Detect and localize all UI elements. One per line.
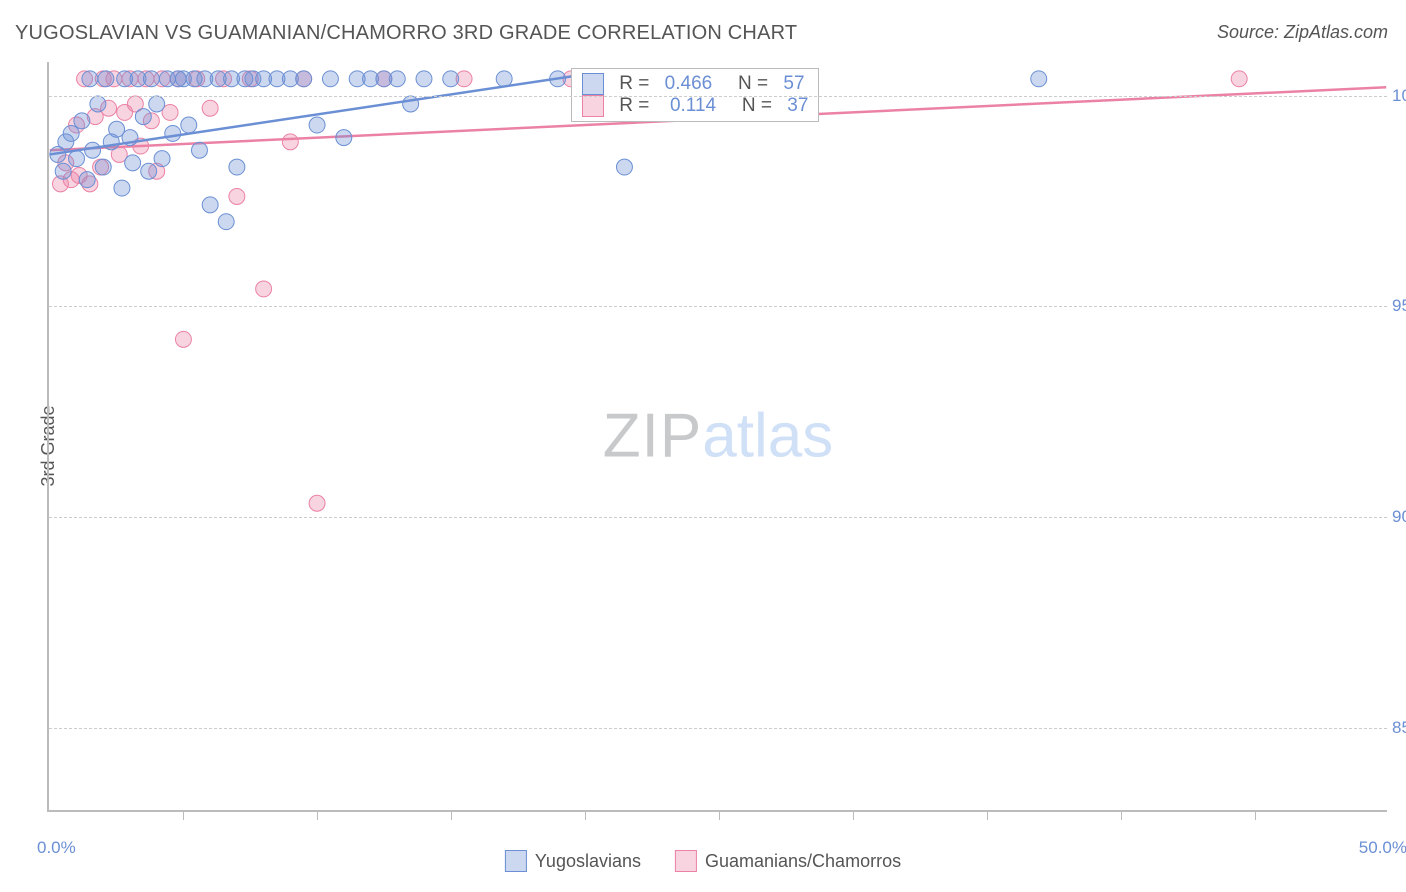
data-point (114, 180, 130, 196)
x-tick (987, 810, 988, 820)
data-point (218, 214, 234, 230)
data-point (135, 109, 151, 125)
data-point (202, 197, 218, 213)
data-point (90, 96, 106, 112)
x-tick (183, 810, 184, 820)
data-point (336, 130, 352, 146)
gridline (49, 96, 1387, 97)
legend-label: Guamanians/Chamorros (705, 851, 901, 872)
series-legend: Yugoslavians Guamanians/Chamorros (505, 850, 901, 872)
x-tick (853, 810, 854, 820)
data-point (85, 142, 101, 158)
data-point (229, 159, 245, 175)
data-point (322, 71, 338, 87)
data-point (125, 155, 141, 171)
x-tick (719, 810, 720, 820)
data-point (191, 142, 207, 158)
gridline (49, 517, 1387, 518)
legend-item: Guamanians/Chamorros (675, 850, 901, 872)
data-point (143, 71, 159, 87)
data-point (63, 125, 79, 141)
chart-title: YUGOSLAVIAN VS GUAMANIAN/CHAMORRO 3RD GR… (15, 22, 797, 45)
y-tick-label: 85.0% (1392, 718, 1406, 738)
legend-swatch (582, 95, 604, 117)
legend-swatch (582, 73, 604, 95)
x-tick (451, 810, 452, 820)
gridline (49, 306, 1387, 307)
correlation-row: R = 0.114 N = 37 (582, 95, 808, 117)
y-tick-label: 95.0% (1392, 296, 1406, 316)
data-point (82, 71, 98, 87)
gridline (49, 728, 1387, 729)
data-point (95, 159, 111, 175)
legend-label: Yugoslavians (535, 851, 641, 872)
data-point (55, 163, 71, 179)
data-point (282, 134, 298, 150)
x-tick (1121, 810, 1122, 820)
data-point (175, 331, 191, 347)
y-tick-label: 100.0% (1392, 86, 1406, 106)
data-point (1231, 71, 1247, 87)
data-point (229, 188, 245, 204)
legend-swatch (675, 850, 697, 872)
x-tick (1255, 810, 1256, 820)
data-point (309, 495, 325, 511)
data-point (1031, 71, 1047, 87)
source-attribution: Source: ZipAtlas.com (1217, 22, 1388, 43)
data-point (69, 151, 85, 167)
x-tick (585, 810, 586, 820)
data-point (202, 100, 218, 116)
data-point (98, 71, 114, 87)
data-point (165, 125, 181, 141)
data-point (496, 71, 512, 87)
data-point (141, 163, 157, 179)
data-point (79, 172, 95, 188)
data-point (74, 113, 90, 129)
data-point (154, 151, 170, 167)
legend-swatch (505, 850, 527, 872)
x-tick-label: 50.0% (1359, 838, 1406, 858)
x-tick (317, 810, 318, 820)
x-tick-label: 0.0% (37, 838, 76, 858)
data-point (149, 96, 165, 112)
data-point (296, 71, 312, 87)
data-point (181, 117, 197, 133)
data-point (389, 71, 405, 87)
correlation-row: R = 0.466 N = 57 (582, 73, 808, 95)
data-point (416, 71, 432, 87)
data-point (443, 71, 459, 87)
data-point (256, 281, 272, 297)
legend-item: Yugoslavians (505, 850, 641, 872)
y-tick-label: 90.0% (1392, 507, 1406, 527)
data-point (616, 159, 632, 175)
chart-plot-area: ZIPatlas R = 0.466 N = 57 R = 0.114 N = … (47, 62, 1387, 812)
scatter-svg (49, 62, 1387, 810)
data-point (309, 117, 325, 133)
